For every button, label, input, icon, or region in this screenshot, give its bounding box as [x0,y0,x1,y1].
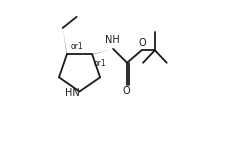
Polygon shape [63,28,67,54]
Text: or1: or1 [94,59,106,68]
Polygon shape [92,49,113,55]
Text: or1: or1 [71,42,83,51]
Text: O: O [139,38,146,48]
Text: O: O [122,86,130,96]
Text: HN: HN [64,88,79,98]
Text: NH: NH [105,35,120,45]
